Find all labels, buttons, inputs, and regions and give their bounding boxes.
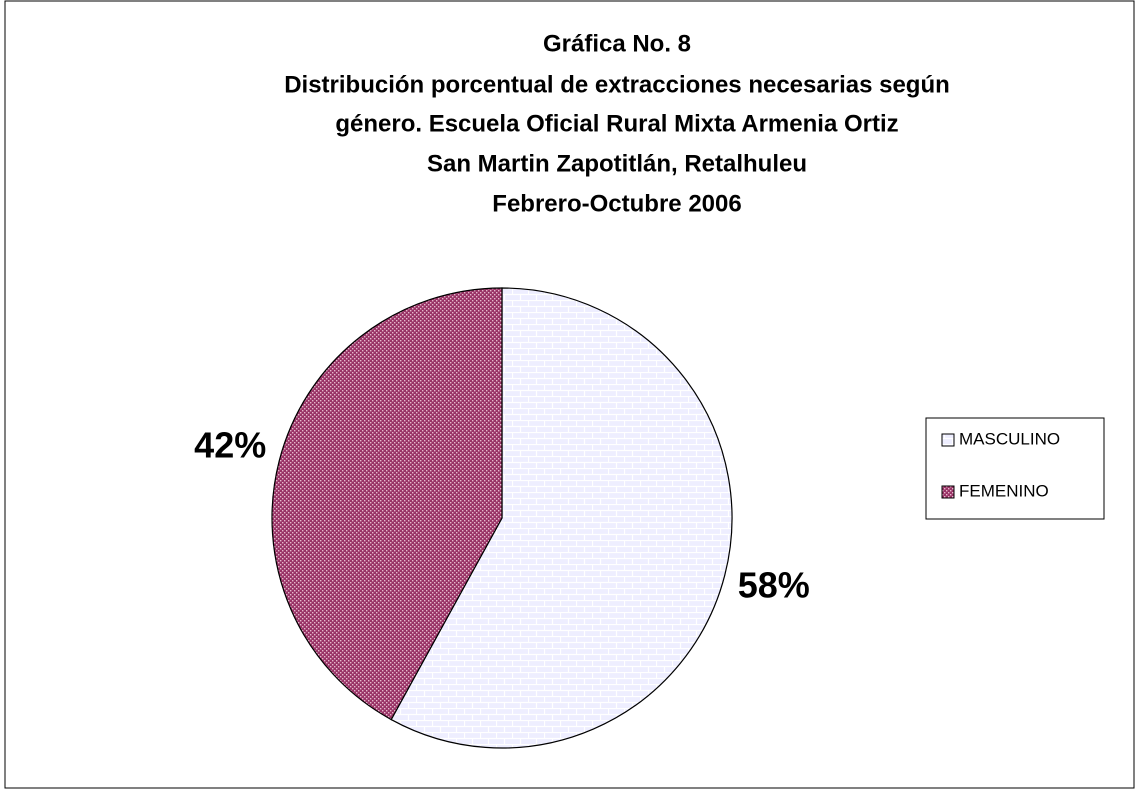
legend-box bbox=[925, 417, 1105, 520]
pie-slice bbox=[271, 287, 503, 721]
data-label: 58% bbox=[738, 564, 810, 605]
legend-label: MASCULINO bbox=[959, 429, 1060, 448]
legend-label: FEMENINO bbox=[959, 481, 1049, 500]
chart-title: Febrero-Octubre 2006 bbox=[492, 190, 741, 217]
chart-title: San Martin Zapotitlán, Retalhuleu bbox=[427, 150, 807, 177]
chart-title: Gráfica No. 8 bbox=[543, 30, 691, 57]
pie-slice bbox=[390, 287, 733, 749]
chart-title: género. Escuela Oficial Rural Mixta Arme… bbox=[335, 110, 898, 137]
legend-swatch bbox=[941, 485, 955, 499]
data-label: 42% bbox=[194, 425, 266, 466]
chart-title: Distribución porcentual de extracciones … bbox=[284, 71, 950, 98]
legend-swatch bbox=[941, 433, 955, 447]
